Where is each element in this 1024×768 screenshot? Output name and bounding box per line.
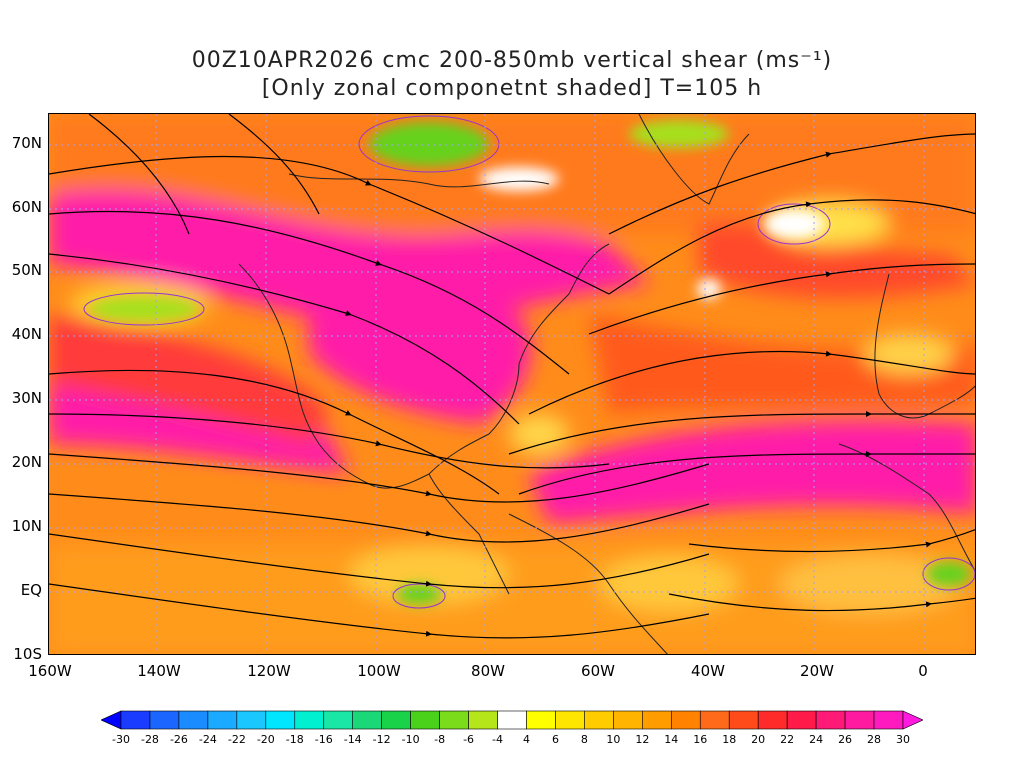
colorbar-swatch <box>555 710 585 730</box>
colorbar-swatch <box>381 710 411 730</box>
colorbar-tick-label: 18 <box>722 733 737 746</box>
colorbar-tick-label: 12 <box>635 733 650 746</box>
lat-label: 10N <box>11 517 42 535</box>
colorbar-swatch <box>439 710 469 730</box>
colorbar-tick-label: 26 <box>838 733 853 746</box>
colorbar-tick-label: 6 <box>551 733 559 746</box>
colorbar-tick-label: -10 <box>401 733 420 746</box>
lat-label: 60N <box>11 198 42 216</box>
colorbar-swatch <box>294 710 325 730</box>
colorbar-tick-label: 8 <box>580 733 588 746</box>
colorbar-swatch <box>468 710 498 730</box>
colorbar-tick-label: 28 <box>867 733 882 746</box>
lon-label: 0 <box>918 662 928 680</box>
colorbar-tick-label: -24 <box>198 733 217 746</box>
colorbar-high-arrow <box>902 710 923 730</box>
colorbar-swatch <box>786 710 817 730</box>
lat-label: 70N <box>11 134 42 152</box>
lon-label: 140W <box>137 662 181 680</box>
colorbar-tick-label: -4 <box>492 733 503 746</box>
colorbar-tick-label: 10 <box>606 733 621 746</box>
shear-map <box>48 113 976 655</box>
shading-negative <box>89 120 971 604</box>
colorbar-swatch <box>670 710 701 730</box>
colorbar: -30 -28 -26 -24 -22 -20 -18 -16 -14 -12 -10 -8 -6 -4 4… <box>101 709 923 749</box>
colorbar-swatch <box>149 710 180 730</box>
colorbar-swatch <box>728 710 759 730</box>
colorbar-tick-label: 14 <box>664 733 679 746</box>
colorbar-tick-label: -14 <box>343 733 362 746</box>
colorbar-swatch <box>757 710 788 730</box>
colorbar-tick-label: 4 <box>522 733 530 746</box>
lat-label: EQ <box>20 581 42 599</box>
colorbar-tick-label: -26 <box>169 733 188 746</box>
lon-label: 100W <box>357 662 401 680</box>
streamlines <box>49 114 975 639</box>
colorbar-swatch <box>642 710 672 730</box>
colorbar-tick-label: 22 <box>780 733 795 746</box>
lat-label: 50N <box>11 261 42 279</box>
colorbar-tick-label: -18 <box>285 733 304 746</box>
colorbar-swatch <box>844 710 875 730</box>
colorbar-tick-label: 30 <box>896 733 910 746</box>
colorbar-swatch <box>497 710 527 730</box>
shading-field <box>49 114 975 654</box>
coastlines <box>238 114 975 654</box>
colorbar-tick-label: 20 <box>751 733 766 746</box>
lon-label: 120W <box>247 662 291 680</box>
zero-contours <box>83 115 975 609</box>
colorbar-tick-label: -22 <box>227 733 246 746</box>
colorbar-tick-label: 24 <box>809 733 824 746</box>
colorbar-swatch <box>120 710 151 730</box>
colorbar-tick-label: -28 <box>140 733 159 746</box>
colorbar-swatch <box>815 710 846 730</box>
plot-title-line-2: [Only zonal componetnt shaded] T=105 h <box>261 76 763 101</box>
lon-label: 60W <box>581 662 615 680</box>
colorbar-swatch <box>323 710 354 730</box>
lat-label: 20N <box>11 453 42 471</box>
colorbar-swatch <box>265 710 296 730</box>
colorbar-swatch <box>236 710 267 730</box>
colorbar-swatch <box>178 710 209 730</box>
plot-title-line-1: 00Z10APR2026 cmc 200-850mb vertical shea… <box>191 48 833 73</box>
colorbar-swatch <box>699 710 730 730</box>
lat-label: 40N <box>11 325 42 343</box>
colorbar-tick-label: -30 <box>112 733 130 746</box>
colorbar-tick-label: -12 <box>372 733 391 746</box>
lon-label: 40W <box>691 662 725 680</box>
colorbar-swatch <box>207 710 238 730</box>
colorbar-tick-label: 16 <box>693 733 708 746</box>
lat-label: 30N <box>11 389 42 407</box>
colorbar-low-arrow <box>101 710 122 730</box>
colorbar-swatch <box>526 710 556 730</box>
colorbar-swatch <box>410 710 440 730</box>
lon-label: 80W <box>471 662 505 680</box>
shear-map-canvas <box>49 114 975 654</box>
lat-label: 10S <box>13 645 42 663</box>
lon-label: 160W <box>28 662 72 680</box>
colorbar-tick-label: -8 <box>434 733 446 746</box>
colorbar-tick-label: -6 <box>463 733 475 746</box>
colorbar-swatches <box>101 710 923 730</box>
colorbar-swatch <box>584 710 614 730</box>
colorbar-swatch <box>613 710 643 730</box>
colorbar-swatch <box>352 710 382 730</box>
colorbar-swatch <box>873 710 904 730</box>
colorbar-tick-label: -16 <box>314 733 333 746</box>
colorbar-tick-label: -20 <box>256 733 275 746</box>
lon-label: 20W <box>800 662 834 680</box>
